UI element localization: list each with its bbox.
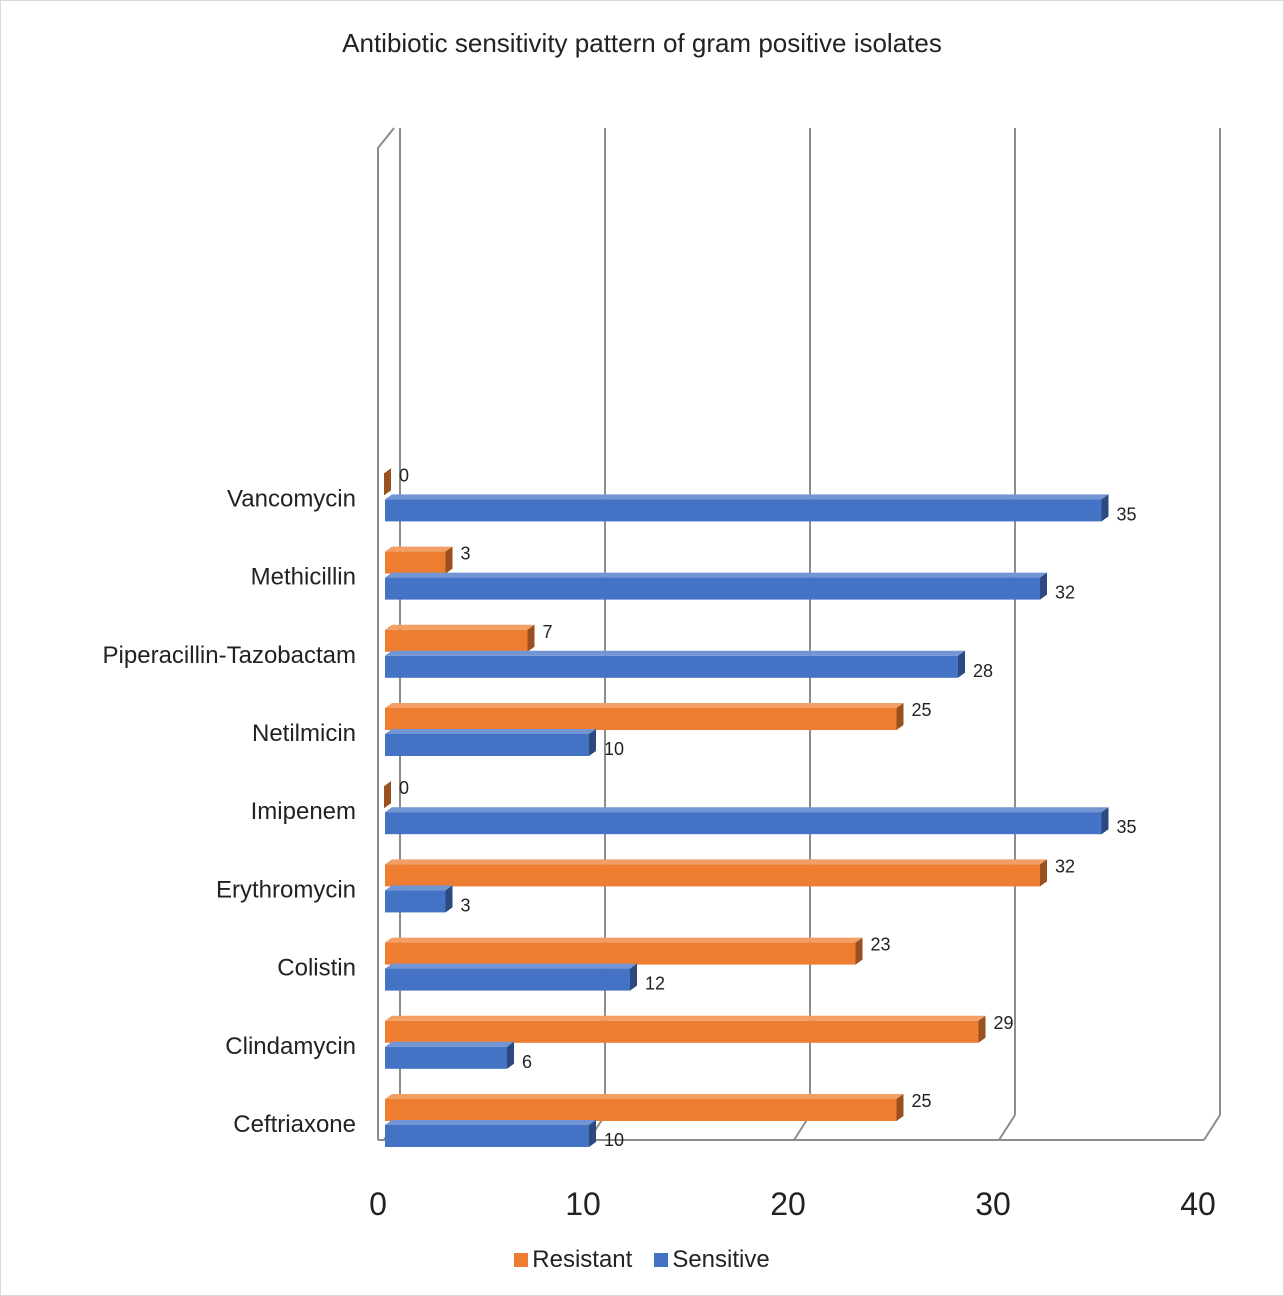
data-label: 35 [1117, 504, 1137, 524]
data-label: 12 [645, 974, 665, 994]
data-label: 29 [994, 1013, 1014, 1033]
bar-top [385, 807, 1109, 813]
bar-side [445, 885, 453, 913]
bar-side [958, 650, 965, 678]
data-label: 32 [1055, 583, 1075, 603]
chart-title: Antibiotic sensitivity pattern of gram p… [342, 28, 942, 58]
data-label: 0 [399, 778, 409, 798]
data-label: 7 [543, 622, 553, 642]
bar-front [385, 629, 528, 652]
data-label: 35 [1117, 817, 1137, 837]
bar-front [385, 890, 446, 913]
bar-top [385, 650, 965, 656]
category-label: Ceftriaxone [233, 1111, 356, 1138]
bar-front [385, 655, 958, 678]
bar-side [896, 703, 904, 730]
category-label: Imipenem [251, 798, 356, 825]
legend-swatch-resistant [514, 1253, 529, 1267]
bar-side [384, 781, 391, 809]
data-label: 23 [871, 935, 891, 955]
data-label: 10 [604, 1130, 624, 1150]
data-label: 25 [912, 700, 932, 720]
bar-side [507, 1041, 514, 1069]
category-label: Colistin [277, 955, 356, 982]
legend-item-sensitive: Sensitive [654, 1246, 770, 1274]
bar-side [1040, 859, 1047, 887]
bar-top [385, 963, 637, 969]
legend-label-resistant: Resistant [532, 1246, 633, 1273]
bar-side [1101, 807, 1109, 835]
legend: Resistant Sensitive [0, 1246, 1284, 1274]
bar-front [385, 1046, 507, 1069]
bar-front [385, 551, 446, 574]
bar-front [385, 942, 856, 965]
bar-top [385, 703, 904, 708]
bar-top [385, 494, 1109, 500]
category-label: Erythromycin [216, 876, 356, 903]
bar-side [527, 624, 535, 652]
floor-gridline [998, 1114, 1016, 1141]
bar-front [385, 864, 1040, 887]
category-label: Vancomycin [227, 485, 356, 512]
bar-top [385, 859, 1047, 865]
data-label: 10 [604, 739, 624, 759]
chart-plot: 0 10 20 30 40Ceftriaxone2510Clindamycin296Co… [103, 127, 1221, 1222]
bar-front [385, 734, 589, 756]
x-tick-label: 10 [565, 1186, 601, 1222]
data-label: 25 [912, 1091, 932, 1111]
bar-top [385, 1094, 904, 1099]
floor-gridline [1203, 1114, 1221, 1141]
bar-front [385, 1020, 979, 1043]
category-label: Piperacillin-Tazobactam [103, 642, 356, 669]
bar-top [385, 1015, 986, 1021]
bar-front [385, 1125, 589, 1147]
bar-top [385, 937, 863, 943]
category-label: Netilmicin [252, 720, 356, 747]
bar-front [385, 968, 630, 991]
bar-top [385, 1041, 514, 1047]
x-tick-label: 30 [975, 1186, 1011, 1222]
category-label: Methicillin [251, 564, 356, 591]
bar-side [589, 1120, 596, 1147]
data-label: 3 [461, 544, 471, 564]
bar-front [385, 1099, 897, 1121]
legend-swatch-sensitive [654, 1253, 669, 1267]
bar-side [445, 546, 453, 574]
legend-label-sensitive: Sensitive [672, 1246, 770, 1273]
bar-front [385, 499, 1102, 522]
bar-top [385, 729, 596, 734]
x-tick-label: 0 [369, 1186, 387, 1222]
bar-side [589, 729, 596, 756]
bar-side [855, 937, 863, 965]
bar-side [978, 1015, 986, 1043]
bar-side [1040, 572, 1047, 600]
bar-front [385, 812, 1102, 835]
bar-side [630, 963, 637, 991]
data-label: 3 [461, 895, 471, 915]
bar-top [385, 546, 453, 552]
bar-front [385, 577, 1040, 600]
bar-side [384, 468, 391, 496]
data-label: 0 [399, 465, 409, 485]
bar-side [1101, 494, 1109, 522]
legend-item-resistant: Resistant [514, 1246, 632, 1274]
bar-side [896, 1094, 904, 1121]
x-tick-label: 20 [770, 1186, 806, 1222]
category-label: Clindamycin [225, 1033, 356, 1060]
side-wall [377, 127, 395, 1140]
data-label: 32 [1055, 856, 1075, 876]
data-label: 28 [973, 661, 993, 681]
bar-top [385, 885, 453, 891]
bar-front [385, 708, 897, 730]
data-label: 6 [522, 1052, 532, 1072]
bar-top [385, 1120, 596, 1125]
x-tick-label: 40 [1180, 1186, 1216, 1222]
bar-top [385, 624, 535, 630]
bar-top [385, 572, 1047, 578]
